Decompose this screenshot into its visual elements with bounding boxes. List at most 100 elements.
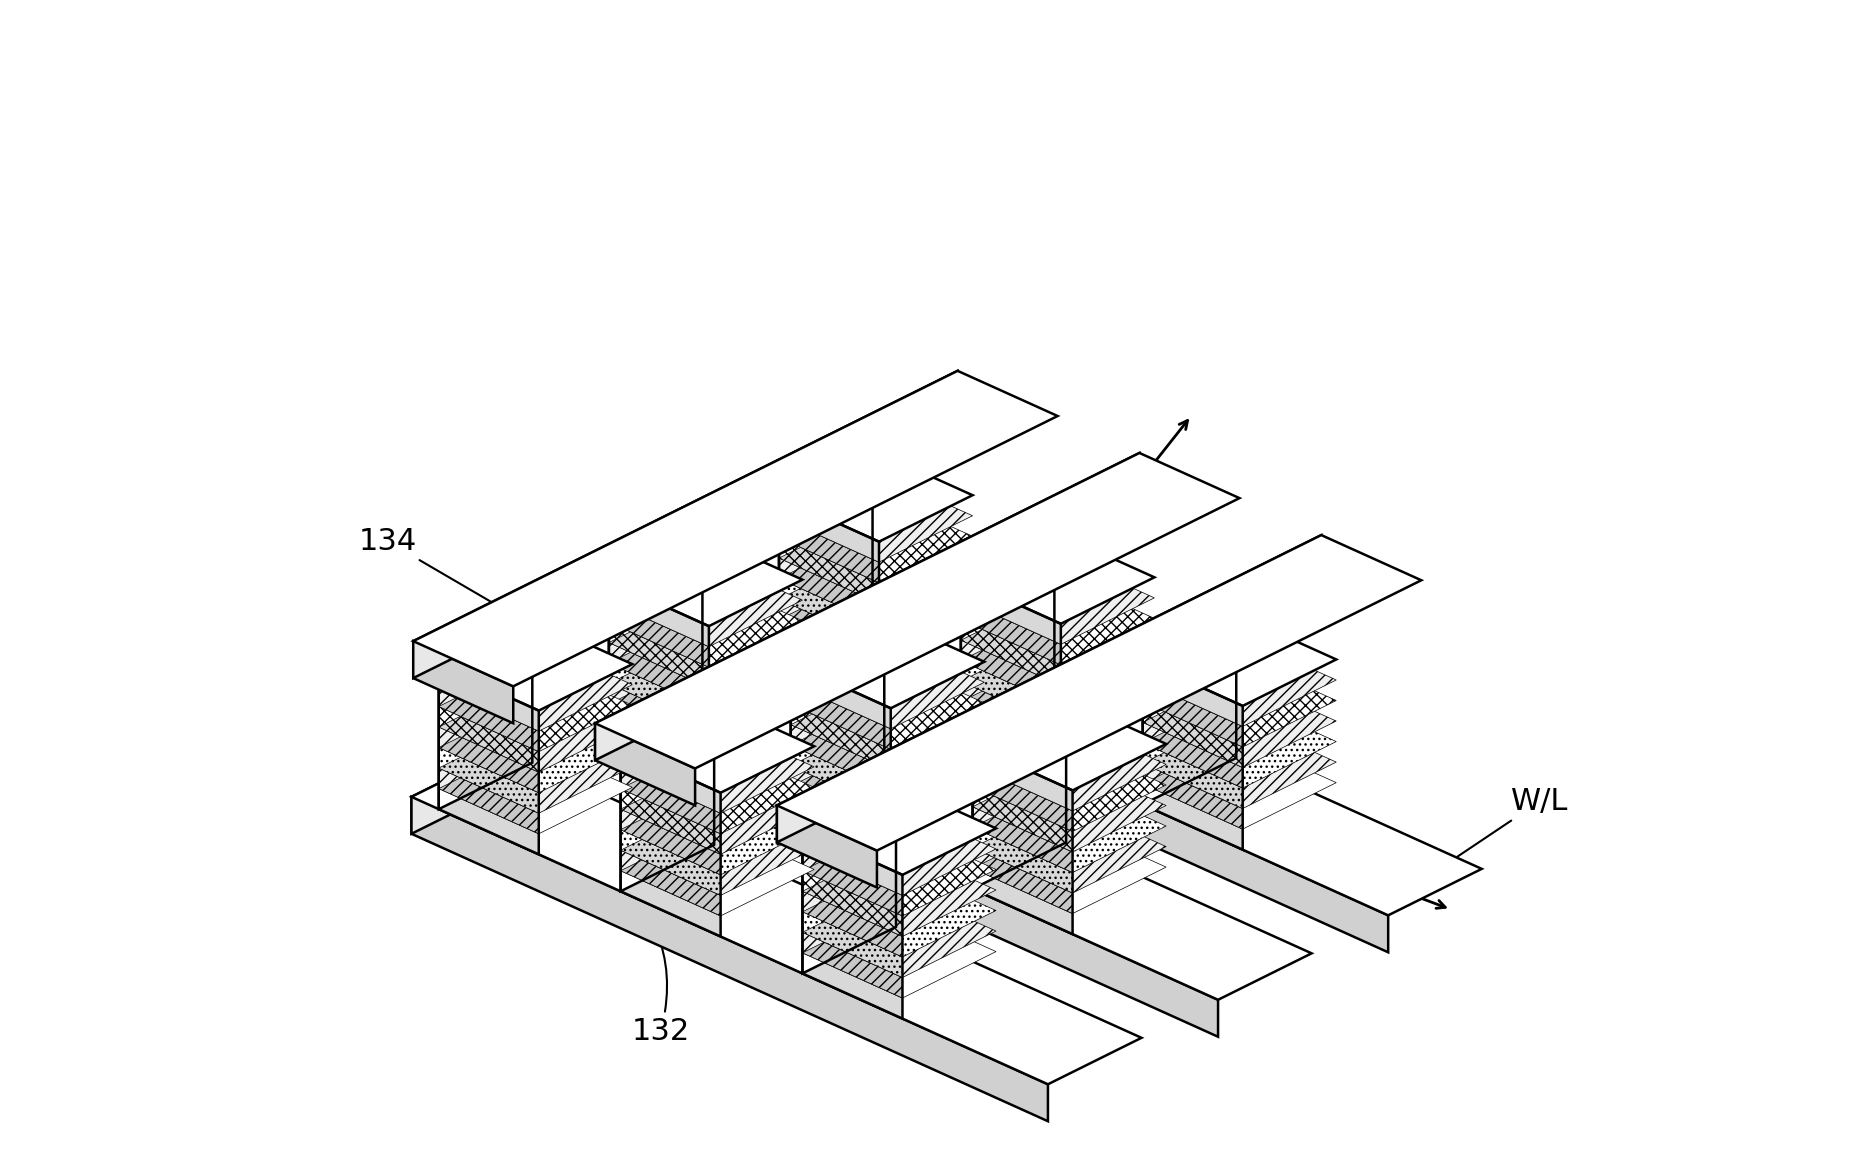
Polygon shape [440, 768, 538, 834]
Polygon shape [803, 783, 896, 850]
Polygon shape [779, 512, 872, 579]
Polygon shape [972, 766, 1073, 831]
Polygon shape [961, 702, 1060, 768]
Polygon shape [609, 622, 710, 688]
Polygon shape [609, 657, 702, 724]
Polygon shape [790, 679, 885, 746]
Polygon shape [779, 492, 872, 559]
Polygon shape [440, 640, 632, 731]
Polygon shape [609, 616, 803, 708]
Polygon shape [803, 933, 902, 998]
Polygon shape [412, 750, 505, 834]
Polygon shape [440, 666, 538, 731]
Polygon shape [961, 553, 1054, 620]
Polygon shape [414, 641, 512, 723]
Polygon shape [790, 663, 891, 729]
Polygon shape [961, 594, 1155, 686]
Polygon shape [620, 783, 814, 875]
Polygon shape [803, 953, 902, 1018]
Polygon shape [779, 470, 972, 562]
Polygon shape [972, 781, 1066, 848]
Polygon shape [972, 720, 1066, 787]
Polygon shape [779, 537, 879, 603]
Polygon shape [620, 768, 721, 834]
Polygon shape [972, 822, 1066, 889]
Polygon shape [609, 663, 710, 729]
Polygon shape [1142, 635, 1237, 702]
Polygon shape [972, 787, 1073, 851]
Polygon shape [620, 742, 814, 834]
Polygon shape [790, 616, 885, 683]
Polygon shape [1142, 722, 1243, 788]
Polygon shape [803, 886, 997, 977]
Polygon shape [412, 797, 1049, 1121]
Polygon shape [1142, 635, 1336, 727]
Polygon shape [779, 620, 879, 686]
Text: W/L: W/L [1420, 787, 1569, 882]
Polygon shape [972, 720, 1166, 811]
Polygon shape [440, 701, 632, 793]
Polygon shape [609, 555, 702, 622]
Polygon shape [790, 699, 984, 790]
Polygon shape [961, 573, 1155, 664]
Polygon shape [609, 575, 702, 642]
Polygon shape [961, 594, 1054, 661]
Polygon shape [972, 761, 1166, 851]
Polygon shape [1142, 717, 1336, 809]
Polygon shape [790, 704, 891, 770]
Polygon shape [972, 746, 1073, 811]
Polygon shape [1142, 681, 1243, 747]
Polygon shape [803, 907, 896, 974]
Polygon shape [961, 579, 1060, 644]
Polygon shape [790, 740, 885, 807]
Text: B: B [1345, 860, 1446, 908]
Polygon shape [609, 535, 803, 626]
Polygon shape [1142, 655, 1336, 747]
Polygon shape [803, 866, 896, 933]
Polygon shape [961, 635, 1054, 702]
Polygon shape [972, 807, 1073, 873]
Polygon shape [779, 599, 879, 664]
Polygon shape [440, 742, 632, 834]
Polygon shape [803, 911, 902, 977]
Polygon shape [609, 535, 702, 601]
Polygon shape [790, 679, 984, 770]
Polygon shape [609, 596, 702, 663]
Polygon shape [1142, 696, 1336, 788]
Polygon shape [972, 822, 1166, 914]
Polygon shape [620, 824, 714, 891]
Polygon shape [777, 535, 1421, 850]
Polygon shape [803, 830, 902, 895]
Polygon shape [594, 453, 1140, 760]
Polygon shape [620, 789, 721, 854]
Polygon shape [790, 657, 885, 724]
Polygon shape [972, 801, 1066, 868]
Polygon shape [609, 683, 710, 749]
Polygon shape [1142, 737, 1237, 804]
Polygon shape [803, 886, 896, 953]
Polygon shape [779, 470, 872, 537]
Polygon shape [803, 866, 997, 957]
Polygon shape [779, 450, 872, 517]
Polygon shape [790, 740, 984, 831]
Polygon shape [779, 573, 872, 640]
Polygon shape [609, 642, 710, 708]
Polygon shape [1142, 763, 1243, 829]
Polygon shape [961, 655, 1054, 722]
Polygon shape [790, 746, 891, 811]
Polygon shape [440, 722, 632, 814]
Polygon shape [790, 657, 984, 749]
Polygon shape [751, 581, 846, 664]
Polygon shape [972, 781, 1166, 873]
Polygon shape [581, 713, 1218, 1037]
Polygon shape [620, 701, 814, 793]
Polygon shape [609, 657, 803, 749]
Polygon shape [751, 581, 1481, 915]
Polygon shape [594, 453, 1239, 768]
Polygon shape [620, 803, 814, 895]
Polygon shape [790, 637, 885, 704]
Polygon shape [751, 628, 1388, 953]
Polygon shape [609, 596, 803, 688]
Polygon shape [609, 637, 702, 704]
Polygon shape [961, 573, 1054, 640]
